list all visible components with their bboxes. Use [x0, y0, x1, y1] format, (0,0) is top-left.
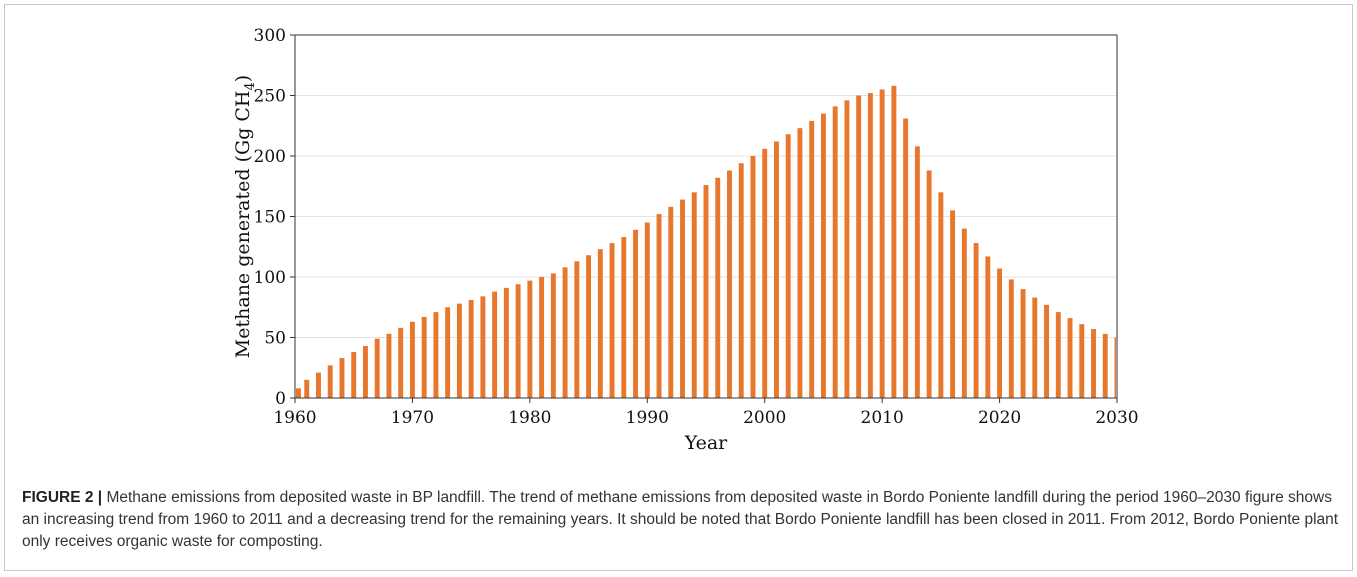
bar-2023: [1032, 297, 1038, 398]
bar-1997: [727, 170, 732, 398]
bar-1978: [503, 287, 509, 398]
bar-1969: [398, 327, 404, 398]
x-axis-label: Year: [684, 432, 728, 454]
y-tick-label-300: 300: [254, 26, 286, 46]
bar-1986: [597, 249, 603, 398]
x-tick-label-2030: 2030: [1095, 408, 1138, 428]
bar-1983: [562, 267, 568, 398]
y-tick-label-0: 0: [275, 389, 286, 409]
y-tick-label-250: 250: [254, 87, 286, 107]
bar-1971: [421, 316, 427, 398]
y-tick-label-50: 50: [264, 329, 286, 349]
bar-2015: [938, 192, 944, 398]
y-tick-label-100: 100: [254, 268, 286, 288]
bar-1970: [409, 321, 415, 398]
figure-frame: 0 50 100 150 200 250 300 1960 1970 1980 1990 2000 2…: [4, 4, 1353, 571]
bar-1995: [703, 185, 709, 398]
bar-2027: [1079, 324, 1085, 398]
methane-bar-chart: 0 50 100 150 200 250 300 1960 1970 1980 1990 2000 2…: [232, 26, 1139, 454]
bar-1960: [296, 388, 301, 398]
bar-1966: [362, 345, 368, 398]
bar-2005: [820, 113, 826, 399]
bar-1989: [633, 229, 639, 398]
bar-1977: [492, 291, 498, 398]
bar-2030: [1114, 337, 1116, 398]
bar-2016: [950, 210, 956, 398]
bar-2022: [1020, 289, 1026, 398]
y-tick-label-200: 200: [254, 147, 286, 167]
bar-1968: [386, 333, 392, 398]
bar-1964: [339, 358, 345, 398]
y-axis-label-close: ): [232, 75, 254, 82]
bar-2013: [914, 146, 920, 398]
x-tick-label-2000: 2000: [743, 408, 786, 428]
bar-1991: [656, 214, 662, 398]
y-axis-label: Methane generated (Gg CH4): [232, 75, 258, 358]
bar-1987: [609, 243, 615, 398]
bar-2012: [903, 118, 909, 399]
bar-2025: [1055, 312, 1061, 398]
bar-2024: [1044, 304, 1050, 398]
bar-2021: [1008, 279, 1014, 398]
bar-1999: [750, 156, 756, 398]
y-axis-label-main: Methane generated (Gg CH: [232, 91, 254, 359]
bar-2006: [832, 106, 838, 398]
bar-2014: [926, 170, 932, 398]
bar-2001: [773, 141, 779, 399]
bar-2004: [809, 120, 815, 398]
bar-2020: [997, 268, 1003, 398]
bar-2028: [1091, 329, 1096, 398]
bar-1998: [738, 163, 744, 398]
bar-1973: [445, 307, 451, 398]
bar-2007: [844, 100, 850, 398]
bar-1984: [574, 261, 580, 398]
x-axis-ticks: 1960 1970 1980 1990 2000 2010 2020 2030: [273, 398, 1139, 428]
bar-2018: [973, 243, 979, 398]
bar-1972: [433, 312, 439, 398]
bar-1992: [668, 206, 674, 398]
bar-1961: [304, 379, 310, 398]
bar-2008: [856, 95, 862, 398]
bar-1963: [327, 365, 333, 398]
bar-1982: [550, 273, 556, 398]
bar-1974: [456, 303, 462, 398]
bar-1975: [468, 299, 474, 398]
bar-2019: [985, 256, 991, 398]
y-axis-ticks: 0 50 100 150 200 250 300: [254, 26, 295, 409]
x-tick-label-1980: 1980: [508, 408, 551, 428]
x-tick-label-1990: 1990: [626, 408, 669, 428]
bar-1962: [316, 372, 321, 398]
bar-2017: [961, 228, 967, 398]
bar-2000: [762, 148, 768, 398]
bar-1967: [374, 338, 380, 398]
bar-2026: [1067, 318, 1073, 398]
y-tick-label-150: 150: [254, 208, 286, 228]
bar-1994: [691, 192, 697, 398]
y-axis-label-subscript: 4: [243, 82, 258, 90]
x-tick-label-2020: 2020: [978, 408, 1021, 428]
bars: [296, 85, 1116, 399]
bar-2010: [879, 89, 885, 398]
bar-1990: [644, 222, 650, 398]
bar-1988: [621, 237, 627, 398]
bar-1979: [515, 284, 521, 398]
bar-1976: [480, 296, 486, 398]
bar-2003: [797, 128, 803, 399]
bar-1980: [527, 280, 533, 398]
x-tick-label-2010: 2010: [861, 408, 904, 428]
bar-2002: [785, 134, 791, 398]
bar-1965: [351, 352, 357, 398]
bar-2029: [1102, 333, 1108, 398]
x-tick-label-1960: 1960: [273, 408, 316, 428]
bar-1996: [715, 177, 721, 398]
bar-1981: [539, 277, 545, 398]
figure-caption: FIGURE 2 | Methane emissions from deposi…: [22, 487, 1342, 553]
bar-1993: [680, 199, 685, 398]
bar-2009: [867, 93, 873, 398]
bar-1985: [586, 255, 592, 398]
caption-text: Methane emissions from deposited waste i…: [22, 489, 1339, 550]
x-tick-label-1970: 1970: [391, 408, 434, 428]
bar-2011: [891, 85, 897, 398]
caption-label: FIGURE 2 |: [22, 489, 103, 506]
